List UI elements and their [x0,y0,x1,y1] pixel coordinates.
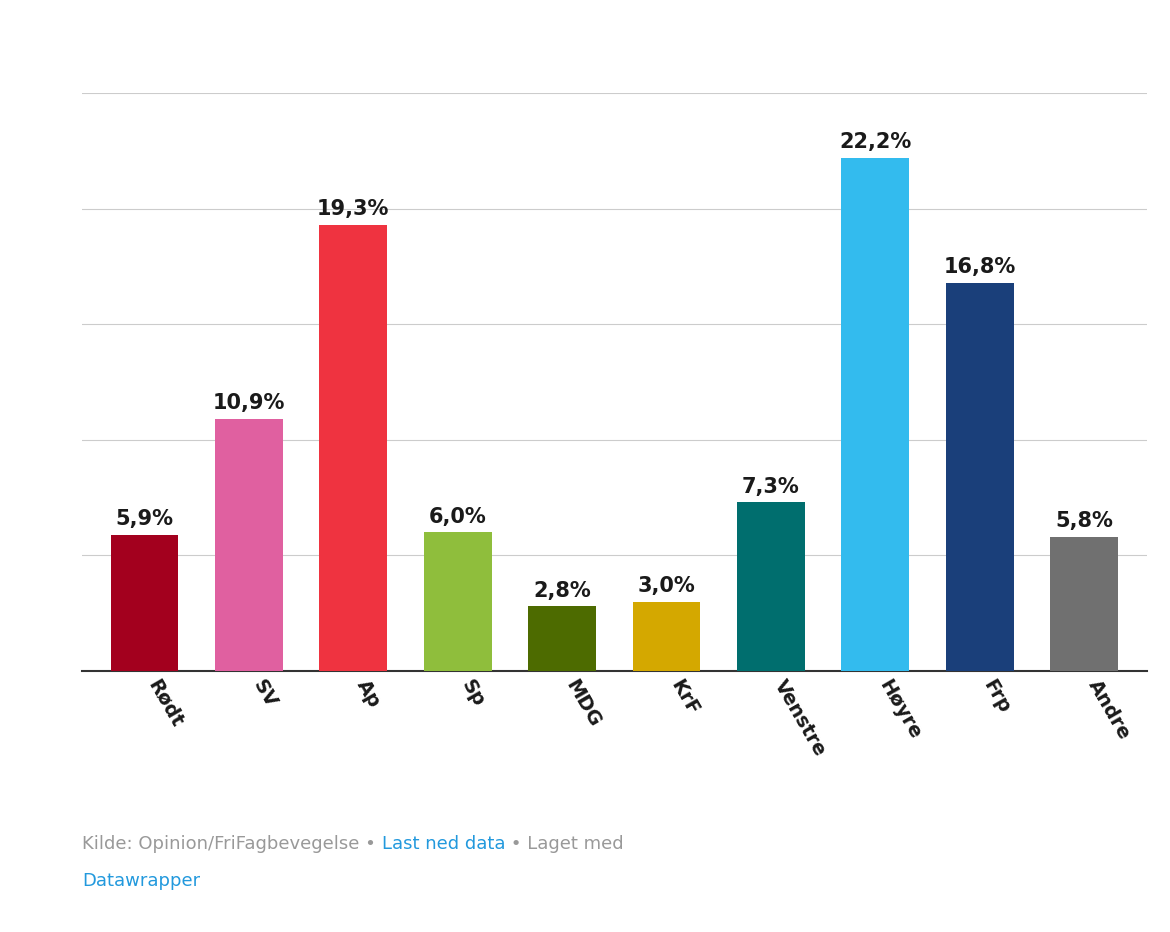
Bar [111,535,179,671]
Bar [528,607,596,671]
Text: 19,3%: 19,3% [317,199,390,219]
Bar [319,225,387,671]
Text: Last ned data: Last ned data [381,835,505,853]
Text: Kilde: Opinion/FriFagbevegelse •: Kilde: Opinion/FriFagbevegelse • [82,835,381,853]
Bar [841,158,909,671]
Text: 16,8%: 16,8% [943,257,1016,277]
Text: 5,9%: 5,9% [116,509,173,528]
Bar [945,282,1013,671]
Text: 5,8%: 5,8% [1055,512,1113,531]
Text: Datawrapper: Datawrapper [82,872,200,890]
Bar [633,602,701,671]
Text: 6,0%: 6,0% [428,507,487,527]
Text: 7,3%: 7,3% [742,476,800,497]
Bar [215,419,283,671]
Bar [1049,537,1117,671]
Text: 10,9%: 10,9% [213,393,285,413]
Text: • Laget med: • Laget med [505,835,624,853]
Text: 3,0%: 3,0% [638,576,695,596]
Text: 22,2%: 22,2% [839,132,911,152]
Text: 2,8%: 2,8% [534,581,591,600]
Bar [737,502,805,671]
Bar [424,532,491,671]
